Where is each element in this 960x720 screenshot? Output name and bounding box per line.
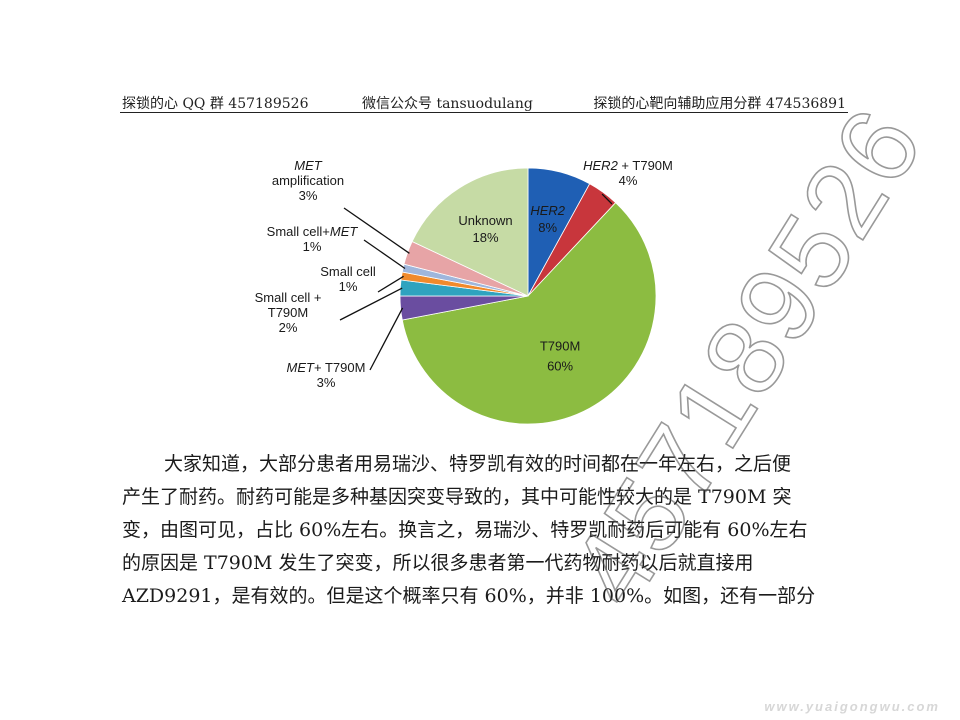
slice-label-t790m: T790M <box>540 338 580 353</box>
slice-label-met-amplification: MET <box>294 158 323 173</box>
slice-label-met-t790m: MET+ T790M <box>287 360 366 375</box>
header-qq-group: 探锁的心 QQ 群 457189526 <box>122 96 309 112</box>
pie-slice-unknown <box>411 167 529 297</box>
slice-label-met-amplification-line2: amplification <box>272 173 344 188</box>
slice-percent-t790m: 60% <box>547 358 573 373</box>
site-watermark: www.yuaigongwu.com <box>764 699 940 714</box>
header-wechat: 微信公众号 tansuodulang <box>362 96 533 112</box>
body-line: 大家知道，大部分患者用易瑞沙、特罗凯有效的时间都在一年左右，之后便 <box>164 453 792 475</box>
slice-percent-her2: 8% <box>538 220 557 235</box>
leader-line-met-amplification <box>343 207 410 254</box>
slice-percent-small-cell-met: 1% <box>303 239 322 254</box>
slice-percent-small-cell-t790m: 2% <box>279 320 298 335</box>
slice-percent-her2-t790m: 4% <box>619 173 638 188</box>
body-line: AZD9291，是有效的。但是这个概率只有 60%，并非 100%。如图，还有一… <box>122 585 816 607</box>
slice-label-small-cell-met: Small cell+MET <box>267 224 359 239</box>
body-paragraph: 大家知道，大部分患者用易瑞沙、特罗凯有效的时间都在一年左右，之后便 产生了耐药。… <box>122 448 852 613</box>
leader-line-small-cell-met <box>363 239 406 270</box>
slice-label-her2: HER2 <box>530 203 565 218</box>
slice-label-unknown: Unknown <box>458 213 512 228</box>
leader-line-small-cell-t790m <box>339 287 403 321</box>
slice-label-her2-t790m: HER2 + T790M <box>583 158 673 173</box>
page-header: 探锁的心 QQ 群 457189526 微信公众号 tansuodulang 探… <box>120 92 848 113</box>
body-line: 产生了耐药。耐药可能是多种基因突变导致的，其中可能性较大的是 T790M 突 <box>122 486 792 508</box>
body-line: 变，由图可见，占比 60%左右。换言之，易瑞沙、特罗凯耐药后可能有 60%左右 <box>122 519 808 541</box>
slice-label-small-cell: Small cell <box>320 264 376 279</box>
leader-line-her2-t790m <box>601 193 613 205</box>
slice-percent-unknown: 18% <box>472 230 498 245</box>
leader-line-met-t790m <box>369 307 404 371</box>
slice-label-small-cell-t790m: Small cell + <box>255 290 322 305</box>
body-line: 的原因是 T790M 发生了突变，所以很多患者第一代药物耐药以后就直接用 <box>122 552 754 574</box>
slice-percent-small-cell: 1% <box>339 279 358 294</box>
pie-slice-t790m <box>401 202 657 425</box>
leader-line-small-cell <box>377 275 404 293</box>
header-target-group: 探锁的心靶向辅助应用分群 474536891 <box>593 96 846 112</box>
slice-percent-met-t790m: 3% <box>317 375 336 390</box>
slice-label-small-cell-t790m-line2: T790M <box>268 305 308 320</box>
slice-percent-met-amplification: 3% <box>299 188 318 203</box>
